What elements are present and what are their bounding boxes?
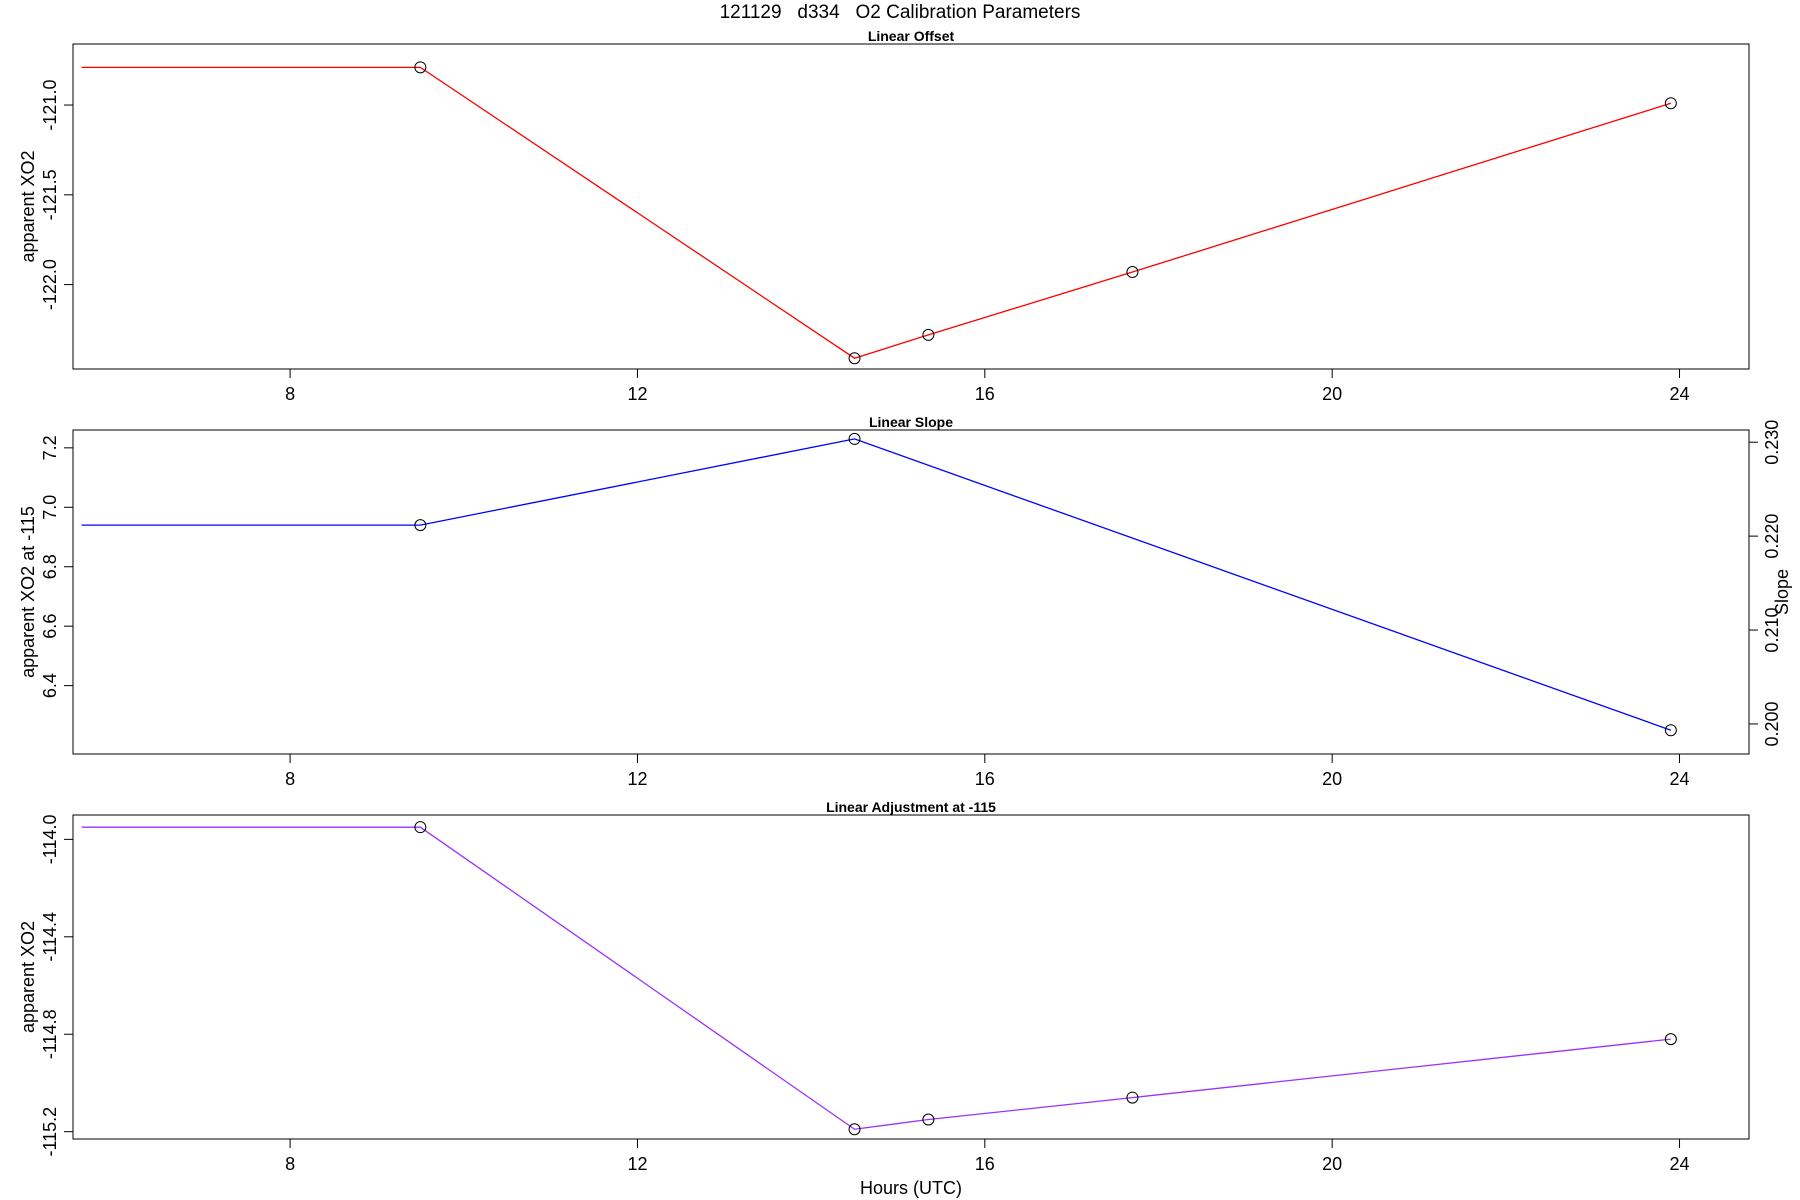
y-tick-label: -114.4 — [40, 912, 60, 962]
y-axis-label: apparent XO2 — [18, 921, 38, 1033]
data-point — [1126, 1091, 1139, 1104]
panel-3: Linear Adjustment at -115 8 12 16 20 24 -114.0… — [18, 799, 1750, 1198]
panel-title: Linear Offset — [868, 28, 955, 44]
series-line — [81, 826, 1671, 1130]
data-point — [414, 821, 427, 834]
x-axis-label: Hours (UTC) — [860, 1178, 962, 1198]
data-point — [1664, 724, 1677, 737]
x-tick-label: 8 — [285, 384, 295, 404]
x-tick-label: 16 — [975, 384, 995, 404]
y-tick-label: -114.0 — [40, 815, 60, 865]
x-tick-label: 12 — [627, 384, 647, 404]
y-right-axis-label: Slope — [1772, 569, 1792, 615]
data-point — [414, 519, 427, 532]
y-tick-label: -114.8 — [40, 1009, 60, 1059]
x-tick-label: 24 — [1670, 769, 1690, 789]
x-tick-label: 12 — [627, 769, 647, 789]
figure-title: 121129 d334 O2 Calibration Parameters — [719, 2, 1081, 23]
x-tick-label: 20 — [1322, 1154, 1342, 1174]
y-tick-label: -122.0 — [40, 259, 60, 310]
y-right-tick-label: 0.210 — [1762, 608, 1782, 653]
y-tick-label: -121.0 — [40, 80, 60, 131]
series-line — [81, 438, 1672, 731]
panel-1: Linear Offset 8 12 16 20 24 -121.0 -121.5 -122.0… — [18, 28, 1750, 404]
plot-frame — [72, 814, 1750, 1140]
panel-title: Linear Slope — [869, 414, 953, 430]
x-tick-label: 24 — [1670, 1154, 1690, 1174]
y-right-tick-label: 0.220 — [1762, 514, 1782, 559]
data-point — [848, 432, 861, 445]
x-tick-label: 16 — [975, 1154, 995, 1174]
panel-2: Linear Slope 8 12 16 20 24 6.4 6.6 6.8 7.0 7.2 appa… — [18, 414, 1792, 789]
x-tick-label: 12 — [627, 1154, 647, 1174]
data-point — [848, 1123, 861, 1136]
data-point — [922, 328, 935, 341]
x-tick-label: 24 — [1670, 384, 1690, 404]
x-tick-label: 8 — [285, 769, 295, 789]
data-point — [1126, 266, 1139, 279]
y-tick-label: 6.8 — [40, 554, 60, 579]
y-tick-label: 7.2 — [40, 435, 60, 460]
data-point — [848, 352, 861, 365]
x-tick-label: 20 — [1322, 769, 1342, 789]
y-axis-label: apparent XO2 — [18, 150, 38, 262]
x-tick-label: 8 — [285, 1154, 295, 1174]
data-point — [1664, 97, 1677, 110]
x-tick-label: 20 — [1322, 384, 1342, 404]
panel-title: Linear Adjustment at -115 — [826, 799, 996, 815]
y-tick-label: 6.6 — [40, 614, 60, 639]
y-right-tick-label: 0.230 — [1762, 420, 1782, 465]
data-point — [1664, 1033, 1677, 1046]
y-tick-label: 7.0 — [40, 495, 60, 520]
y-tick-label: -121.5 — [40, 169, 60, 220]
x-tick-label: 16 — [975, 769, 995, 789]
data-point — [414, 61, 427, 74]
y-tick-label: -115.2 — [40, 1107, 60, 1157]
plot-frame — [72, 43, 1750, 370]
y-right-tick-label: 0.200 — [1762, 701, 1782, 746]
y-axis-label: apparent XO2 at -115 — [18, 506, 38, 678]
y-tick-label: 6.4 — [40, 673, 60, 698]
series-line — [81, 66, 1672, 359]
data-point — [922, 1113, 935, 1126]
plot-frame — [72, 429, 1750, 755]
